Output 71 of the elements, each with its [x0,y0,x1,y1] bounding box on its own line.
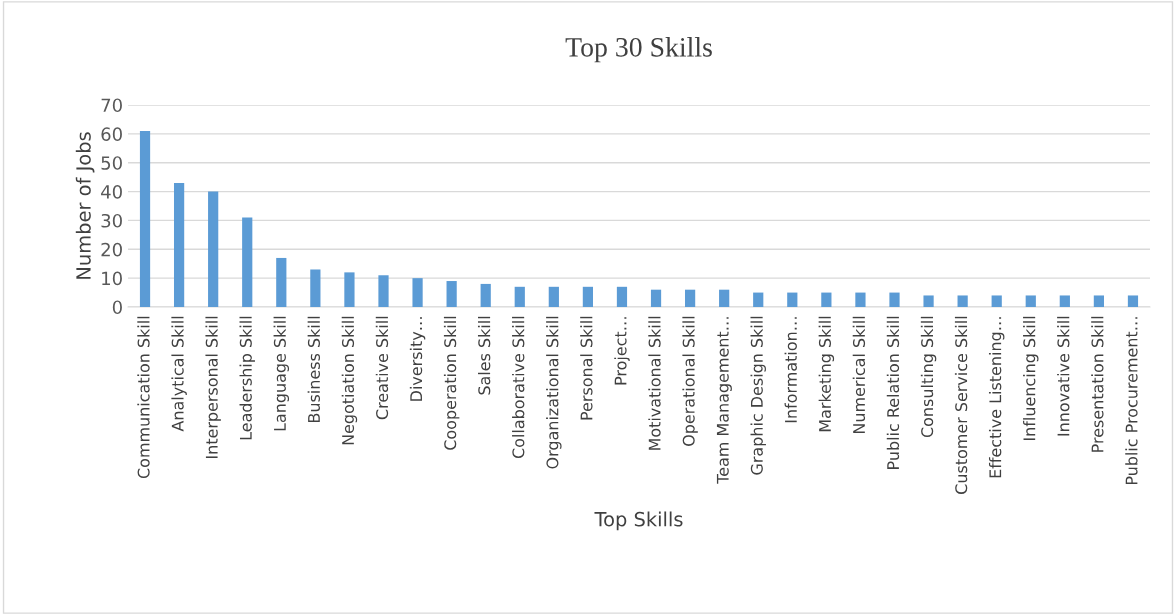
x-tick-label: Sales Skill [477,316,491,395]
bar [480,283,491,307]
bar [242,217,253,307]
bar [821,292,832,307]
x-tick-label: Motivational Skill [648,316,661,450]
x-tick-label: Collaborative Skill [512,316,525,459]
x-tick-label: Analytical Skill [171,316,187,432]
bar [548,286,559,307]
x-tick-label: Creative Skill [375,316,389,420]
x-tick-label: Public Procurement… [1125,317,1138,485]
y-tick-label: 20 [101,242,122,257]
bar [139,130,151,307]
x-tick-label: Personal Skill [580,316,593,420]
x-tick-label: Project… [614,317,630,385]
bar [514,286,525,307]
y-axis-title: Number of Jobs [75,132,95,279]
x-tick-label: Business Skill [307,316,320,422]
x-tick-label: Effective Listening… [988,317,1005,478]
x-tick-label: Team Management… [716,317,732,484]
x-tick-label: Influencing Skill [1023,316,1039,440]
y-tick-label: 70 [101,98,122,113]
x-tick-label: Operational Skill [682,316,698,446]
bar [412,278,423,307]
y-tick-label: 40 [101,185,122,199]
x-tick-label: Customer Service Skill [954,316,968,494]
x-tick-label: Graphic Design Skill [750,316,766,475]
x-tick-label: Leadership Skill [239,316,255,440]
bar [957,295,968,307]
bar [889,292,900,307]
x-tick-label: Language Skill [273,316,290,431]
bar [276,257,287,307]
x-axis-title: Top Skills [594,511,683,531]
x-tick-label: Diversity… [409,317,426,401]
x-tick-label: Organizational Skill [546,316,562,469]
bar [616,286,628,307]
y-tick-label: 0 [112,300,122,315]
x-tick-label: Public Relation Skill [886,316,900,469]
x-tick-label: Cooperation Skill [443,316,460,450]
x-tick-label: Numerical Skill [852,316,866,434]
y-tick-label: 60 [101,127,122,141]
bar [991,295,1002,307]
bar [684,289,696,307]
y-tick-label: 50 [101,156,122,170]
bar [582,286,594,307]
bar [753,292,764,307]
x-tick-label: Marketing Skill [818,316,835,432]
bar [719,289,730,307]
bar [173,182,185,307]
bar [1127,295,1139,307]
bar [310,269,321,307]
bar [1093,295,1105,307]
bar [344,272,355,307]
bar [1059,295,1070,307]
bar [378,275,389,307]
bar [787,292,798,307]
bar [1025,295,1036,307]
bar [855,292,866,307]
y-tick-label: 30 [101,213,122,228]
chart-title: Top 30 Skills [565,37,712,63]
bar [923,295,934,307]
bar [446,281,457,307]
y-tick-label: 10 [102,271,122,286]
bar [208,191,219,307]
x-tick-label: Interpersonal Skill [205,316,221,459]
x-tick-label: Innovative Skill [1057,316,1070,436]
x-tick-label: Consulting Skill [920,316,937,438]
bar [650,289,662,307]
x-tick-label: Presentation Skill [1091,316,1104,452]
x-tick-label: Negotiation Skill [341,316,358,445]
x-tick-label: Communication Skill [137,316,150,479]
x-tick-label: Information… [784,317,797,423]
